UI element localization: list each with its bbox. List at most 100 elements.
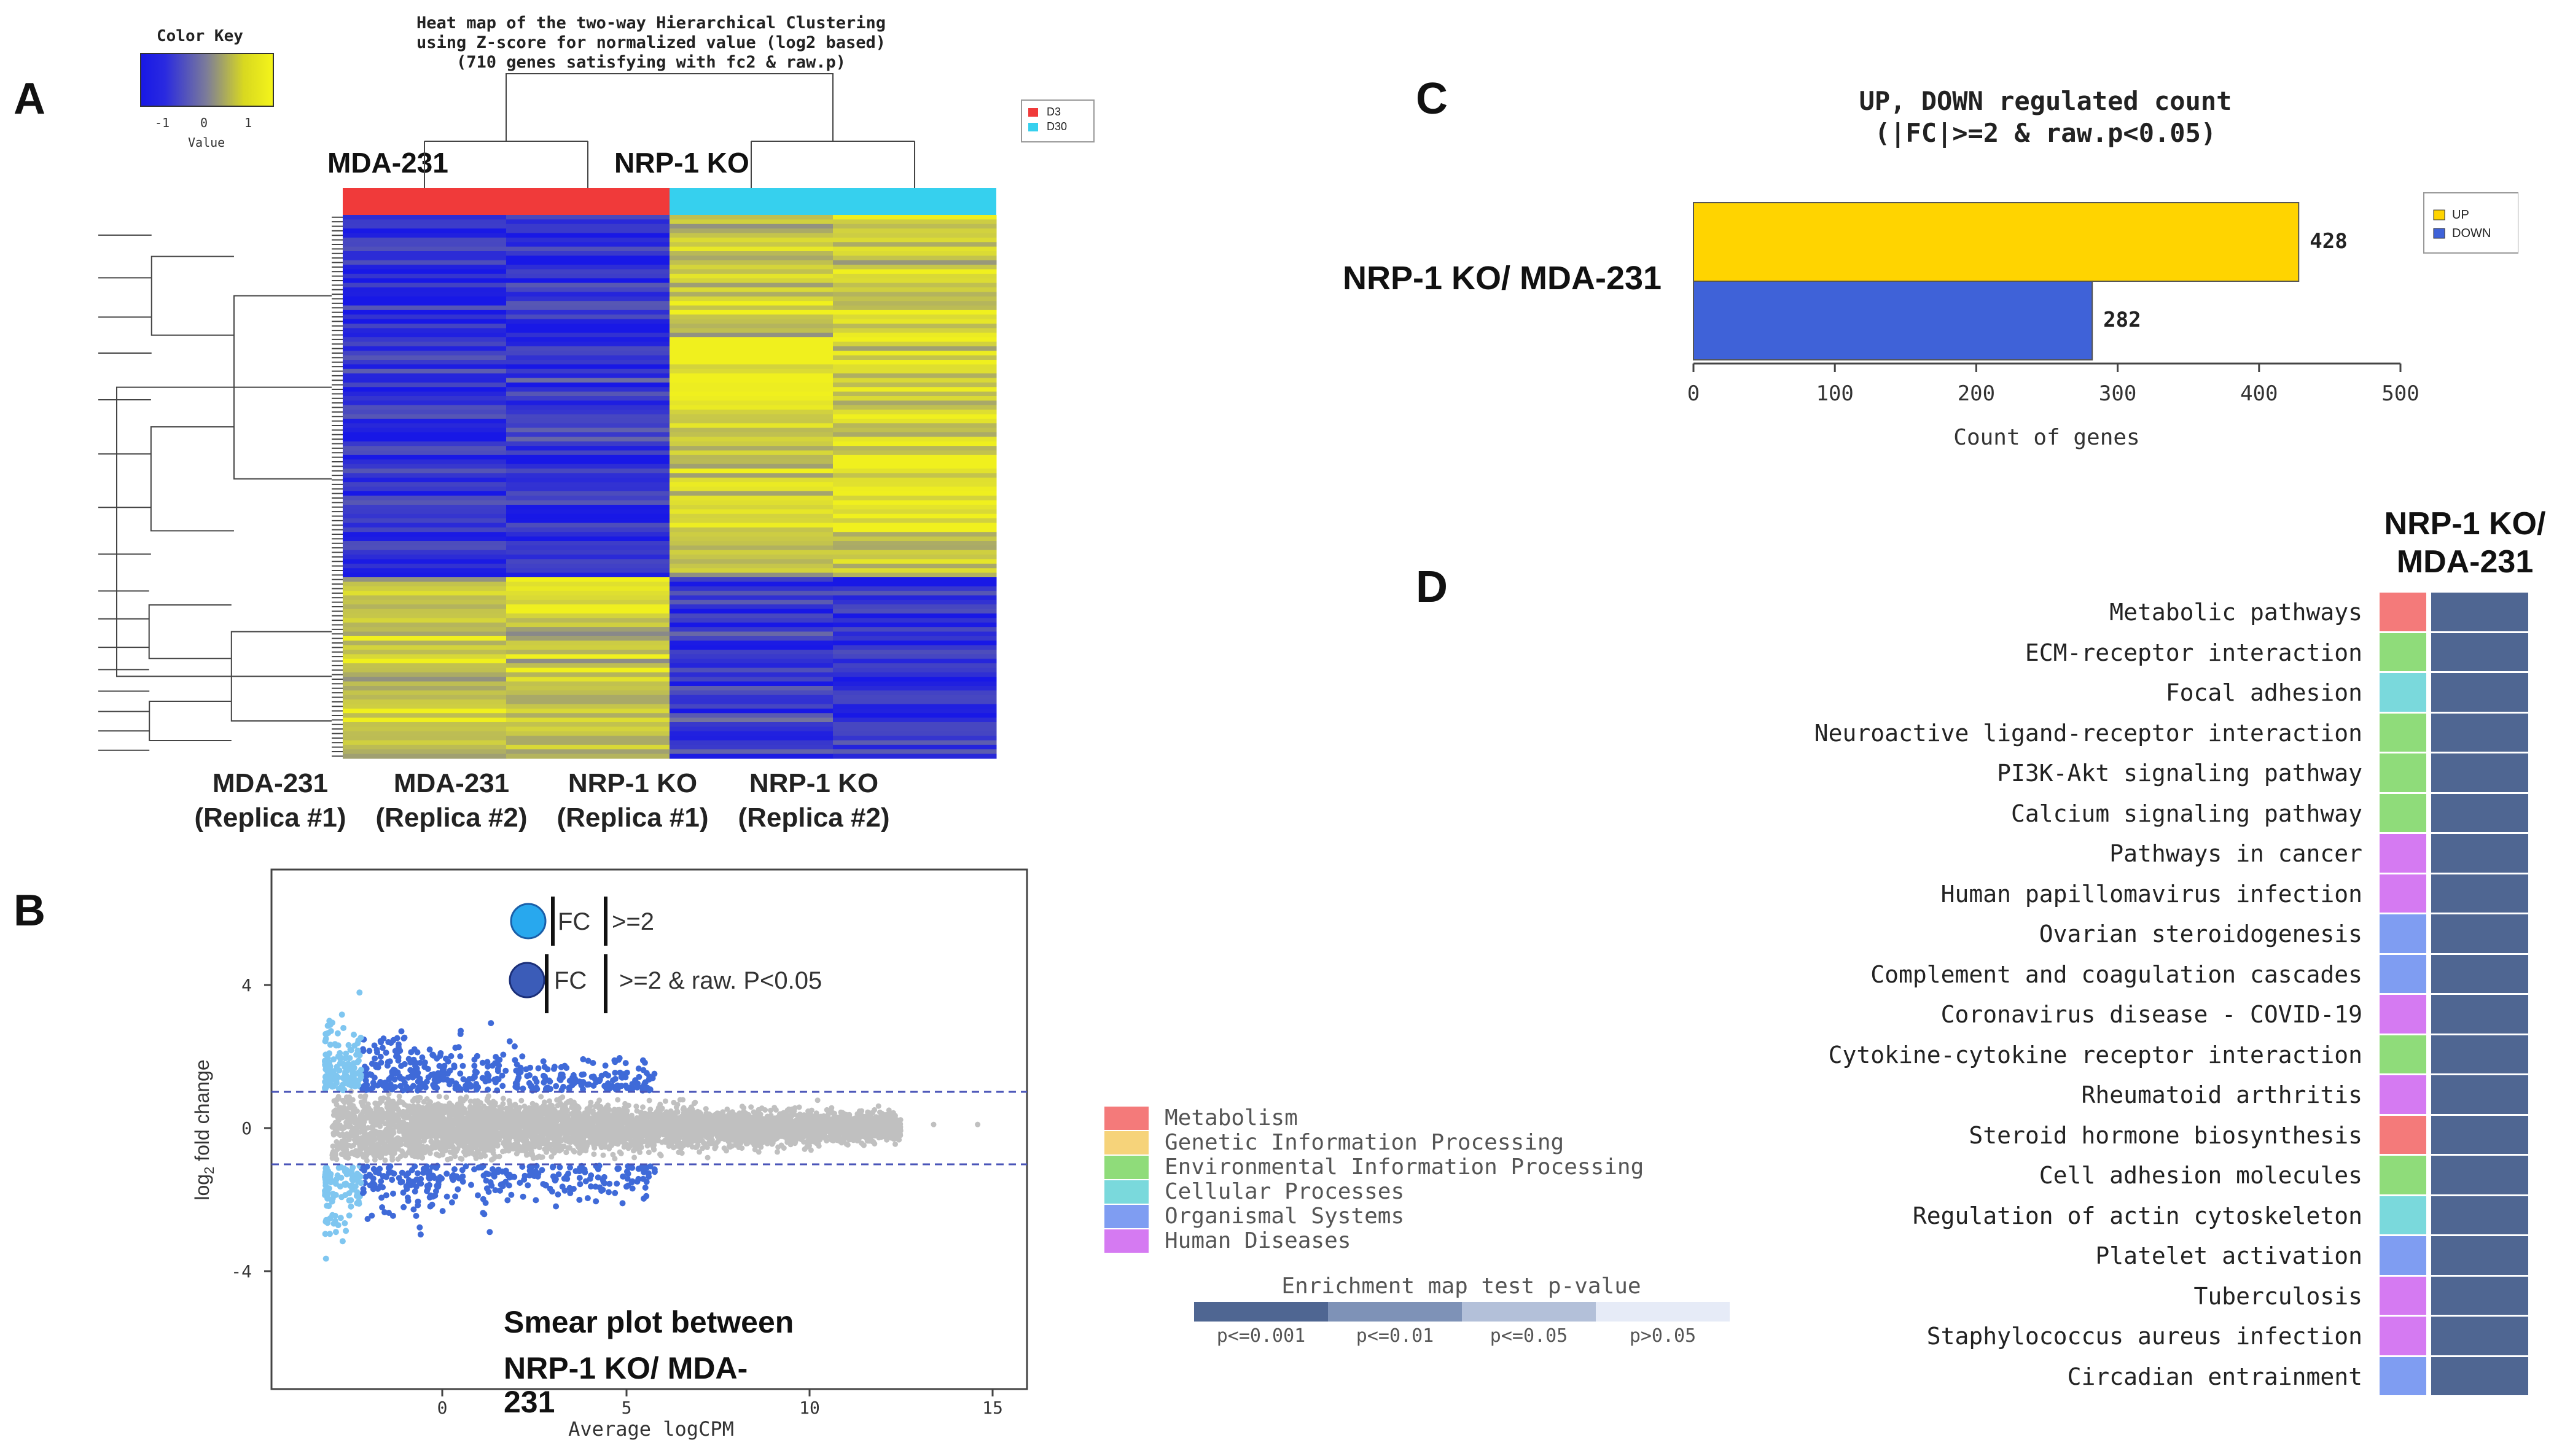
heatmap-cell	[506, 491, 670, 496]
heatmap-cell	[506, 523, 670, 528]
smear-point	[494, 1142, 501, 1148]
heatmap-cell	[833, 749, 997, 755]
smear-point	[455, 1101, 461, 1107]
smear-point	[781, 1145, 787, 1151]
smear-point	[344, 1131, 350, 1137]
smear-point	[796, 1104, 802, 1110]
heatmap-cell	[833, 686, 997, 691]
smear-point	[876, 1115, 882, 1121]
smear-point	[463, 1152, 469, 1158]
heatmap-cell	[343, 486, 507, 492]
smear-point	[458, 1156, 464, 1161]
smear-point	[378, 1130, 385, 1136]
heatmap-cell	[506, 237, 670, 243]
smear-point	[892, 1141, 898, 1147]
smear-point	[631, 1154, 638, 1161]
smear-point	[700, 1145, 706, 1151]
heatmap-cell	[506, 518, 670, 524]
heatmap-cell	[670, 324, 834, 329]
heatmap-cell	[506, 432, 670, 437]
heatmap-cell	[506, 459, 670, 465]
heatmap-cell	[343, 604, 507, 610]
heatmap-cell	[506, 228, 670, 234]
heatmap-cell	[506, 699, 670, 705]
smear-point	[811, 1113, 818, 1119]
heatmap-cell	[506, 418, 670, 424]
heatmap-cell	[506, 351, 670, 356]
heatmap-cell	[343, 695, 507, 700]
heatmap-cell	[833, 722, 997, 727]
heatmap-cell	[343, 260, 507, 265]
heatmap-cell	[833, 577, 997, 582]
smear-point	[724, 1106, 730, 1112]
heatmap-cell	[506, 410, 670, 415]
smear-point	[630, 1148, 636, 1154]
heatmap-cell	[343, 726, 507, 732]
heatmap-cell	[833, 464, 997, 469]
heatmap-title-line: Heat map of the two-way Hierarchical Clu…	[416, 14, 886, 33]
heatmap-cell	[833, 233, 997, 238]
heatmap-cell	[343, 414, 507, 419]
smear-point	[756, 1149, 762, 1155]
heatmap-cell	[506, 717, 670, 723]
smear-point	[538, 1094, 544, 1100]
heatmap-cell	[343, 351, 507, 356]
heatmap-cell	[670, 364, 834, 370]
heatmap-cell	[343, 536, 507, 542]
heatmap-cell	[670, 373, 834, 379]
heatmap-cell	[833, 654, 997, 660]
smear-point	[369, 1124, 375, 1130]
heatmap-cell	[506, 505, 670, 510]
smear-point	[748, 1104, 754, 1110]
smear-point	[617, 1149, 623, 1155]
heatmap-cell	[670, 237, 834, 243]
heatmap-cell	[506, 744, 670, 750]
heatmap-cell	[670, 523, 834, 528]
heatmap-cell	[343, 622, 507, 628]
heatmap-cell	[343, 346, 507, 351]
heatmap-cell	[833, 513, 997, 519]
heatmap-cell	[670, 505, 834, 510]
heatmap-cell	[506, 255, 670, 261]
heatmap-cell	[833, 296, 997, 302]
heatmap-cell	[833, 378, 997, 383]
heatmap-cell	[506, 278, 670, 284]
heatmap-legend: D3 D30	[1021, 99, 1095, 142]
smear-point	[342, 1099, 348, 1105]
heatmap-cell	[670, 563, 834, 569]
smear-point	[511, 1142, 517, 1148]
heatmap-cell	[506, 536, 670, 542]
panel-letter-d: D	[1416, 563, 1448, 612]
heatmap-cell	[670, 577, 834, 582]
heatmap-cell	[506, 527, 670, 532]
heatmap-cell	[670, 695, 834, 700]
heatmap-cell	[343, 473, 507, 478]
heatmap-cell	[670, 618, 834, 623]
heatmap-cell	[506, 677, 670, 682]
smear-point	[485, 1093, 491, 1099]
heatmap-cell	[670, 341, 834, 347]
heatmap-cell	[506, 215, 670, 220]
heatmap-cell	[343, 400, 507, 406]
smear-point	[588, 1115, 595, 1121]
heatmap-cell	[506, 292, 670, 297]
heatmap-cell	[506, 260, 670, 265]
heatmap-cell	[506, 450, 670, 456]
heatmap-cell	[670, 391, 834, 397]
smear-point	[404, 1103, 410, 1109]
smear-point	[491, 1135, 496, 1142]
heatmap-cell	[833, 373, 997, 379]
sample-rep: (Replica #2)	[738, 803, 890, 833]
heatmap-cell	[833, 658, 997, 664]
column-dendrogram	[424, 73, 915, 188]
heatmap-cell	[343, 713, 507, 718]
heatmap-cell	[833, 500, 997, 505]
heatmap-cell	[343, 613, 507, 618]
heatmap-cell	[506, 640, 670, 646]
heatmap-cell	[670, 459, 834, 465]
heatmap-cell	[506, 414, 670, 419]
smear-point	[447, 1149, 453, 1155]
heatmap-cell	[670, 446, 834, 451]
panel-letter-b: B	[14, 886, 45, 935]
smear-point	[886, 1107, 892, 1113]
